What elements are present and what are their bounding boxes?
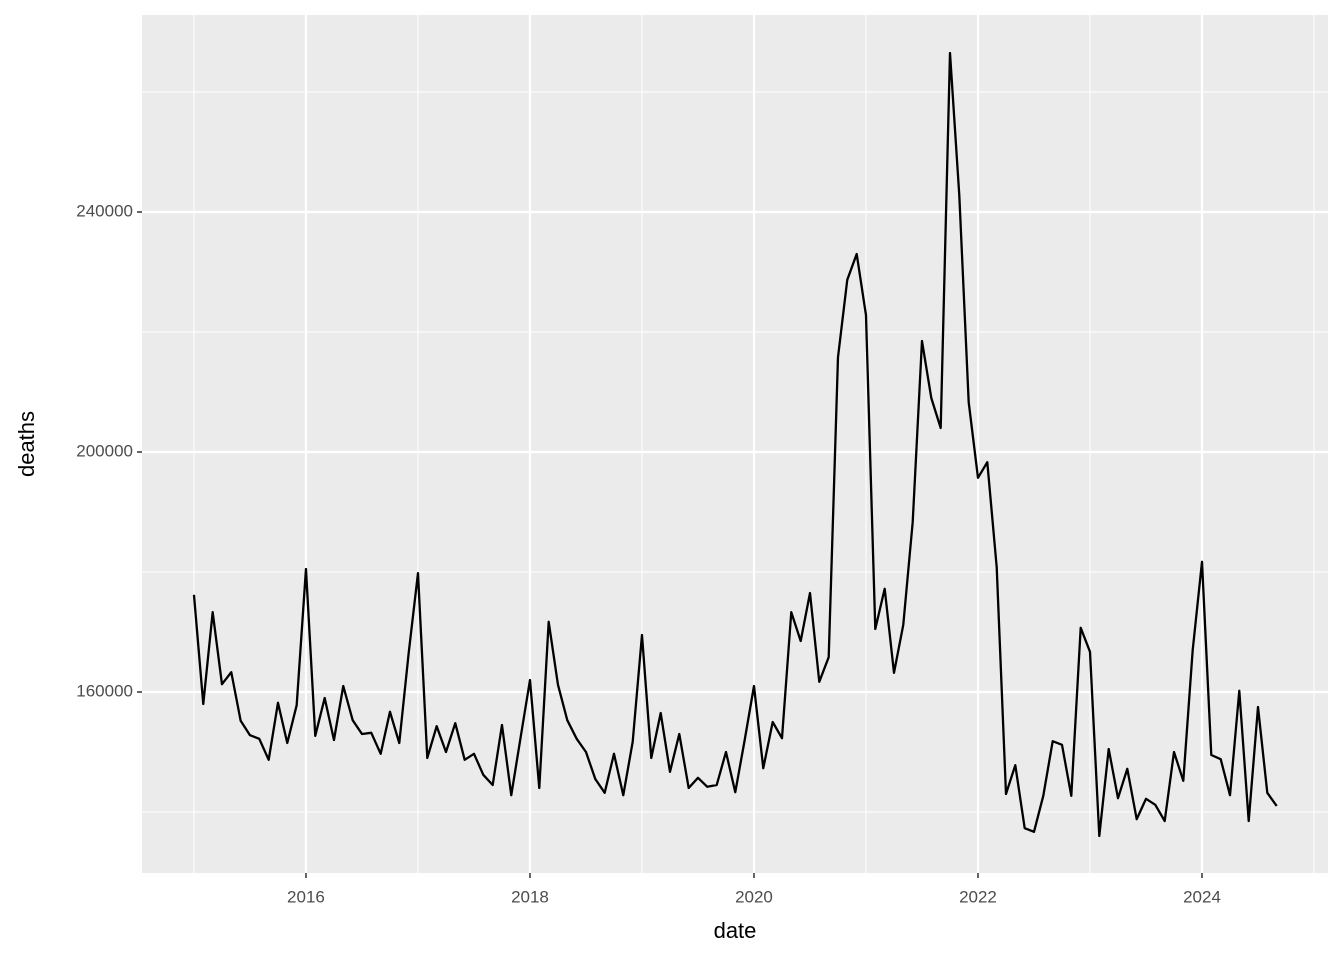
x-axis-title: date xyxy=(714,918,757,943)
y-tick-label: 200000 xyxy=(76,441,133,460)
y-tick-label: 240000 xyxy=(76,201,133,220)
x-tick-label: 2024 xyxy=(1183,887,1221,906)
y-axis-title: deaths xyxy=(14,411,39,477)
y-tick-label: 160000 xyxy=(76,681,133,700)
panel-background xyxy=(142,15,1328,873)
data-line xyxy=(192,51,1278,838)
x-tick-label: 2020 xyxy=(735,887,773,906)
x-tick-label: 2022 xyxy=(959,887,997,906)
x-tick-label: 2016 xyxy=(287,887,325,906)
x-tick-label: 2018 xyxy=(511,887,549,906)
grid xyxy=(142,15,1328,873)
